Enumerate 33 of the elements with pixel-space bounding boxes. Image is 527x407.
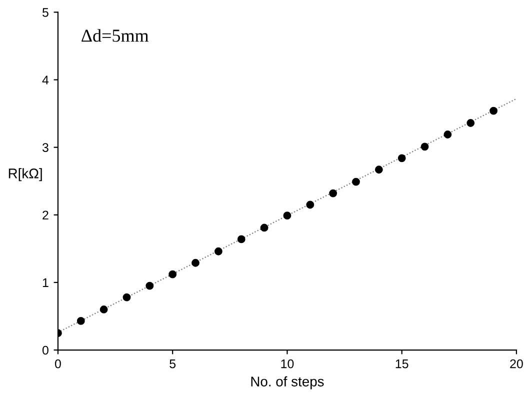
x-axis-title: No. of steps: [251, 376, 324, 390]
x-tick-label: 20: [510, 359, 523, 368]
point: [76, 317, 85, 325]
x-tick-label: 0: [54, 359, 61, 368]
point: [122, 293, 131, 302]
point: [192, 258, 200, 267]
point: [283, 212, 292, 220]
point: [146, 282, 154, 290]
point: [420, 142, 429, 151]
point: [490, 106, 498, 115]
point: [306, 200, 314, 209]
y-tick-label: 3: [42, 143, 48, 152]
annotation: Δd=5mm: [82, 29, 149, 42]
point: [260, 224, 268, 232]
x-tick-label: 10: [281, 359, 294, 368]
y-axis-title: R[kΩ]: [8, 168, 42, 182]
y-tick-label: 5: [42, 8, 48, 17]
point: [237, 235, 246, 244]
point: [398, 154, 406, 162]
point: [466, 119, 475, 127]
y-tick-label: 0: [42, 346, 48, 355]
point: [444, 130, 452, 138]
y-tick-label: 4: [42, 76, 49, 84]
point: [329, 189, 338, 198]
x-tick-label: 5: [170, 360, 176, 368]
y-tick-label: 2: [42, 210, 48, 220]
point: [100, 306, 108, 314]
point: [374, 166, 383, 174]
point: [168, 270, 177, 278]
point: [352, 178, 360, 186]
point: [214, 247, 222, 256]
y-tick-label: 1: [42, 278, 48, 287]
x-tick-label: 15: [396, 360, 408, 368]
